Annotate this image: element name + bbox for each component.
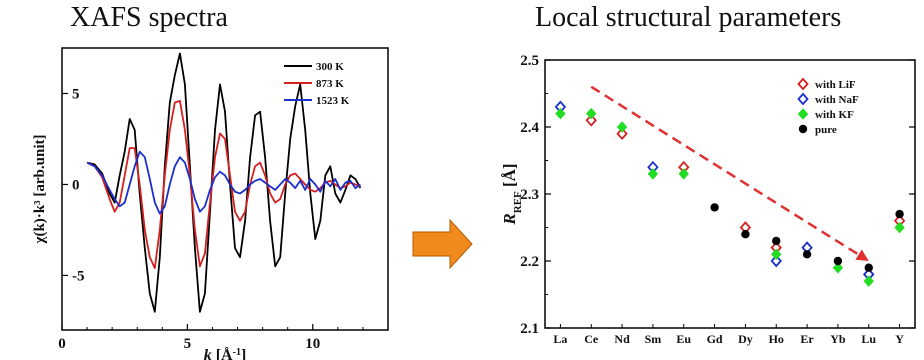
xafs-x-axis-label-unit: [Å [212,346,233,360]
rref-x-tick-label-eu: Eu [676,332,691,346]
xafs-series-300-k [86,52,362,313]
xafs-legend-label-1523-k: 1523 K [316,95,350,107]
xafs-legend: 300 K 873 K 1523 K [284,61,350,107]
rref-point-pure-gd [710,203,719,212]
rref-y-axis-label-main: R [500,213,519,225]
rref-legend: with LiF with NaF with KF pure [797,77,859,136]
rref-y-axis-label: RREF [Å] [500,163,524,225]
rref-point-pure-lu [864,263,873,272]
rref-point-pure-dy [741,230,750,239]
rref-legend-label-with-kf: with KF [815,109,854,121]
xafs-legend-label-300-k: 300 K [316,61,344,73]
rref-x-tick-label-ho: Ho [769,332,784,346]
xafs-x-axis-label-end: ] [241,347,246,360]
rref-x-tick-label-yb: Yb [830,332,846,346]
rref-y-axis-label-sub: REF [512,191,524,213]
rref-point-with-kf-ce [586,107,597,120]
xafs-x-axis-label: k [Å-1] [204,346,247,360]
rref-point-with-kf-eu [678,168,689,180]
rref-point-with-kf-la [555,107,566,120]
xafs-series-1523-k [86,150,361,215]
rref-point-with-kf-nd [616,121,628,133]
rref-y-tick-label: 2.2 [520,254,539,270]
rref-point-with-naf-ho [770,254,782,268]
rref-x-tick-label-er: Er [800,332,814,346]
rref-y-tick-label: 2.1 [520,321,539,337]
rref-legend-marker-with-lif [797,77,809,91]
xafs-chart: 0 5 10 -5 0 5 300 K 873 K 1523 K k [Å-1] χ(k)·k… [32,47,389,360]
rref-point-with-kf-yb [832,261,844,274]
rref-plot-frame [544,59,916,329]
rref-point-with-lif-nd [616,127,628,141]
trend-arrow-icon [590,85,860,256]
xafs-x-tick-label: 0 [58,336,66,352]
right-arrow-icon [412,218,473,270]
rref-x-tick-label-la: La [553,332,567,346]
rref-point-with-kf-y [894,221,905,234]
xafs-x-tick-label: 10 [305,336,320,352]
rref-point-with-kf-sm [647,168,659,180]
rref-point-pure-ho [772,236,781,246]
xafs-x-tick-label: 5 [184,336,192,352]
structural-parameters-chart: 2.1 2.2 2.3 2.4 2.5 La Ce Nd Sm Eu Gd Dy Ho Er Yb Lu Y w… [500,53,916,346]
xafs-series-lines [86,52,362,313]
xafs-y-tick-label: 5 [72,86,80,102]
rref-y-tick-label: 2.4 [520,120,539,136]
xafs-y-tick-label: 0 [72,177,80,193]
rref-x-tick-label-y: Y [895,332,904,346]
rref-x-tick-label-lu: Lu [861,332,876,346]
rref-legend-marker-with-kf [797,108,809,120]
rref-x-tick-label-sm: Sm [645,332,662,346]
xafs-plot-frame [61,47,389,331]
xafs-ticks: 0 5 10 -5 0 5 [58,86,364,352]
rref-x-tick-label-gd: Gd [707,332,723,346]
rref-x-tick-label-ce: Ce [584,332,599,346]
rref-legend-label-with-lif: with LiF [815,79,856,91]
left-chart-heading: XAFS spectra [70,2,228,33]
xafs-y-axis-label: χ(k)·k³ [arb.unit] [32,135,48,245]
rref-ticks: 2.1 2.2 2.3 2.4 2.5 La Ce Nd Sm Eu Gd Dy Ho Er Yb Lu Y [520,53,915,346]
rref-legend-marker-with-naf [797,92,809,106]
xafs-series-873-k [86,99,361,269]
rref-legend-marker-pure [798,124,808,134]
rref-y-axis-label-unit: [Å] [500,163,519,191]
rref-y-tick-label: 2.3 [520,187,539,203]
rref-point-pure-y [895,209,904,219]
rref-x-tick-label-nd: Nd [614,332,630,346]
rref-point-pure-er [802,250,812,259]
rref-point-with-kf-lu [863,275,874,287]
rref-point-pure-yb [833,256,843,266]
xafs-x-axis-label-exp: -1 [233,347,241,358]
trend-arrow-head-icon [855,249,869,261]
rref-point-with-lif-ce [585,113,597,127]
right-chart-heading: Local structural parameters [535,2,842,33]
rref-legend-label-with-naf: with NaF [815,94,859,106]
rref-x-tick-label-dy: Dy [738,332,753,346]
xafs-y-tick-label: -5 [72,268,85,284]
rref-data-points [554,100,906,287]
rref-point-with-kf-ho [771,248,782,261]
rref-legend-label-pure: pure [815,124,837,136]
rref-y-tick-label: 2.5 [520,53,539,69]
xafs-x-axis-label-k: k [204,347,212,360]
xafs-legend-label-873-k: 873 K [316,78,344,90]
